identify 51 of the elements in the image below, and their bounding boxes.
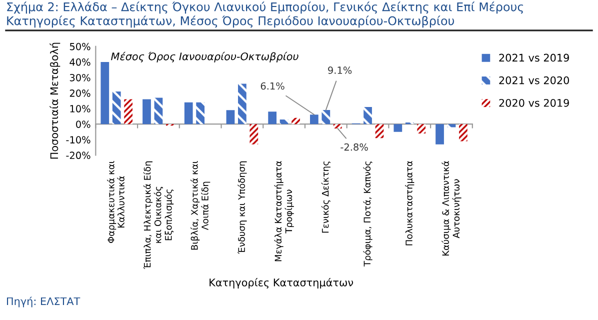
bar — [238, 84, 246, 124]
x-tick-label: Φαρμακευτικά και Καλλυντικά — [107, 160, 124, 243]
annotation: Μέσος Όρος Ιανουαρίου-Οκτωβρίου — [111, 52, 298, 62]
legend-label: 2021 vs 2019 — [499, 54, 569, 62]
chart-title: Σχήμα 2: Ελλάδα – Δείκτης Όγκου Λιανικού Εμπορίου, Γενικός Δείκτης και Επί Μέρους Κατηγορίες Καταστημάτων, Μέσος Όρος Περιόδου Ιανουαρίου-Οκτωβρίου — [7, 2, 524, 28]
x-tick-label: Έπιπλα, Ηλεκτρικά Είδη και Οικιακός Εξοπλισμός — [143, 161, 174, 270]
bar — [436, 124, 444, 144]
x-tick-label: Τρόφιμα, Ποτά, Καπνός — [363, 162, 372, 266]
bar — [417, 124, 426, 134]
x-tick-label: Βιβλία, Χαρτικά και Λοιπά Είδη — [190, 160, 210, 250]
bar — [184, 102, 193, 124]
text: Πηγή: ΕΛΣΤΑΤ — [7, 296, 80, 308]
bar — [333, 124, 342, 128]
x-tick-label: Ένδυση και Υπόδηση — [238, 161, 247, 254]
bar — [310, 114, 318, 124]
bar — [196, 102, 205, 124]
bar — [280, 119, 288, 124]
y-tick-label: 0% — [76, 120, 90, 128]
bar — [142, 99, 151, 124]
x-axis-title: Κατηγορίες Καταστημάτων — [210, 278, 354, 288]
bar — [250, 124, 258, 144]
bar — [459, 124, 468, 142]
data-label: 9.1% — [328, 66, 352, 74]
bar — [154, 98, 163, 124]
bar — [112, 91, 121, 124]
bar — [322, 110, 330, 124]
bar — [364, 107, 372, 124]
bar — [447, 124, 456, 128]
data-label: -2.8% — [340, 143, 368, 151]
y-tick-label: 40% — [70, 58, 90, 66]
bar — [394, 124, 402, 132]
y-tick-label: -10% — [66, 136, 90, 144]
x-tick-label: Μεγάλα Καταστήματα Τροφίμων — [274, 161, 294, 262]
y-tick-label: 20% — [70, 90, 90, 97]
y-tick-label: 10% — [70, 105, 90, 112]
x-tick-label: Γενικός Δείκτης — [321, 162, 330, 233]
y-tick-label: 30% — [70, 74, 90, 82]
bar — [226, 110, 235, 124]
y-axis-title: Ποσοστιαία Μεταβολή — [50, 42, 60, 159]
data-label: 6.1% — [260, 82, 284, 90]
bar — [292, 118, 300, 124]
x-tick-label: Καύσιμα & Λιπαντικά Αυτοκινήτων — [442, 161, 462, 256]
bar — [100, 62, 110, 124]
legend-label: 2021 vs 2020 — [499, 76, 570, 84]
legend-label: 2020 vs 2019 — [499, 98, 569, 107]
bar — [124, 99, 133, 124]
bar — [268, 112, 277, 124]
y-tick-label: -20% — [66, 152, 90, 160]
y-tick-label: 50% — [70, 42, 90, 50]
x-tick-label: Πολυκαταστήματα — [405, 161, 414, 246]
bar — [375, 124, 384, 138]
